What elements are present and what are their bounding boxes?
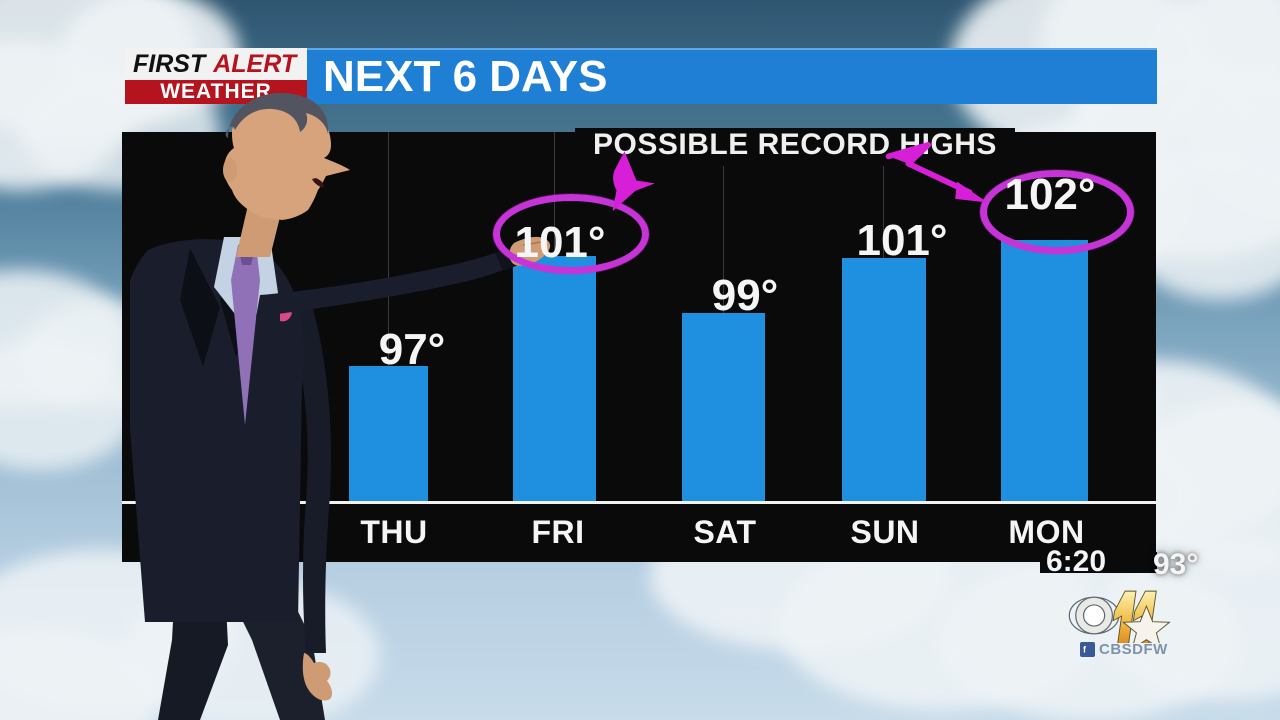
svg-text:f: f (1083, 645, 1087, 655)
